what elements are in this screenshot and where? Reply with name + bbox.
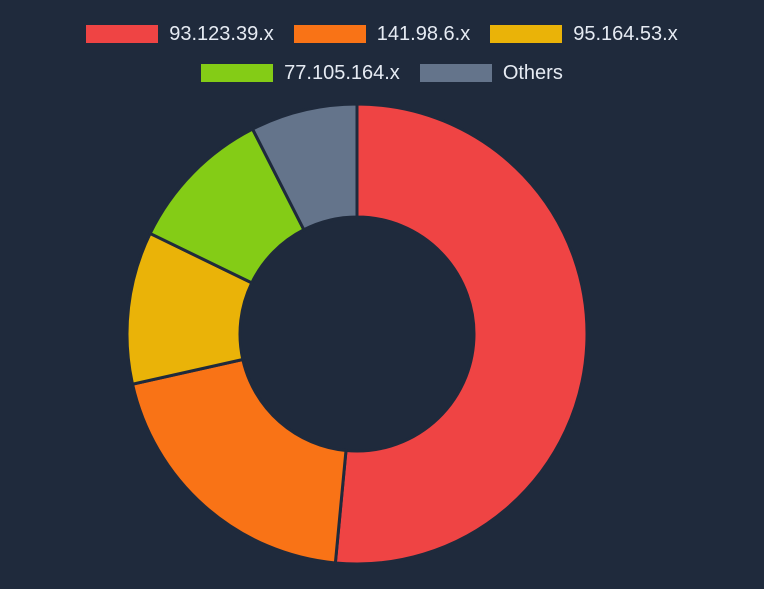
donut-slice-others[interactable] — [250, 102, 359, 232]
legend-label: 95.164.53.x — [573, 22, 678, 45]
legend-item-others[interactable]: Others — [419, 61, 563, 85]
legend-label: 93.123.39.x — [169, 22, 274, 45]
legend-item-95-164-53[interactable]: 95.164.53.x — [490, 23, 678, 46]
chart-legend: 93.123.39.x 141.98.6.x 95.164.53.x 77.10… — [0, 20, 764, 98]
legend-label: Others — [502, 61, 563, 84]
legend-label: 141.98.6.x — [376, 22, 471, 45]
legend-swatch — [293, 25, 366, 43]
legend-swatch — [201, 64, 274, 82]
legend-swatch — [490, 25, 563, 43]
legend-swatch — [86, 25, 159, 43]
legend-swatch — [419, 64, 492, 82]
legend-row-2: 77.105.164.x Others — [0, 59, 764, 87]
legend-label: 77.105.164.x — [284, 61, 400, 84]
donut-slice-141-98-6-x[interactable] — [130, 357, 348, 565]
legend-item-93-123-39[interactable]: 93.123.39.x — [86, 23, 274, 46]
legend-row-1: 93.123.39.x 141.98.6.x 95.164.53.x — [0, 20, 764, 48]
legend-item-141-98-6[interactable]: 141.98.6.x — [293, 22, 471, 46]
donut-slice-93-123-39-x[interactable] — [333, 102, 589, 566]
legend-item-77-105-164[interactable]: 77.105.164.x — [201, 62, 400, 85]
